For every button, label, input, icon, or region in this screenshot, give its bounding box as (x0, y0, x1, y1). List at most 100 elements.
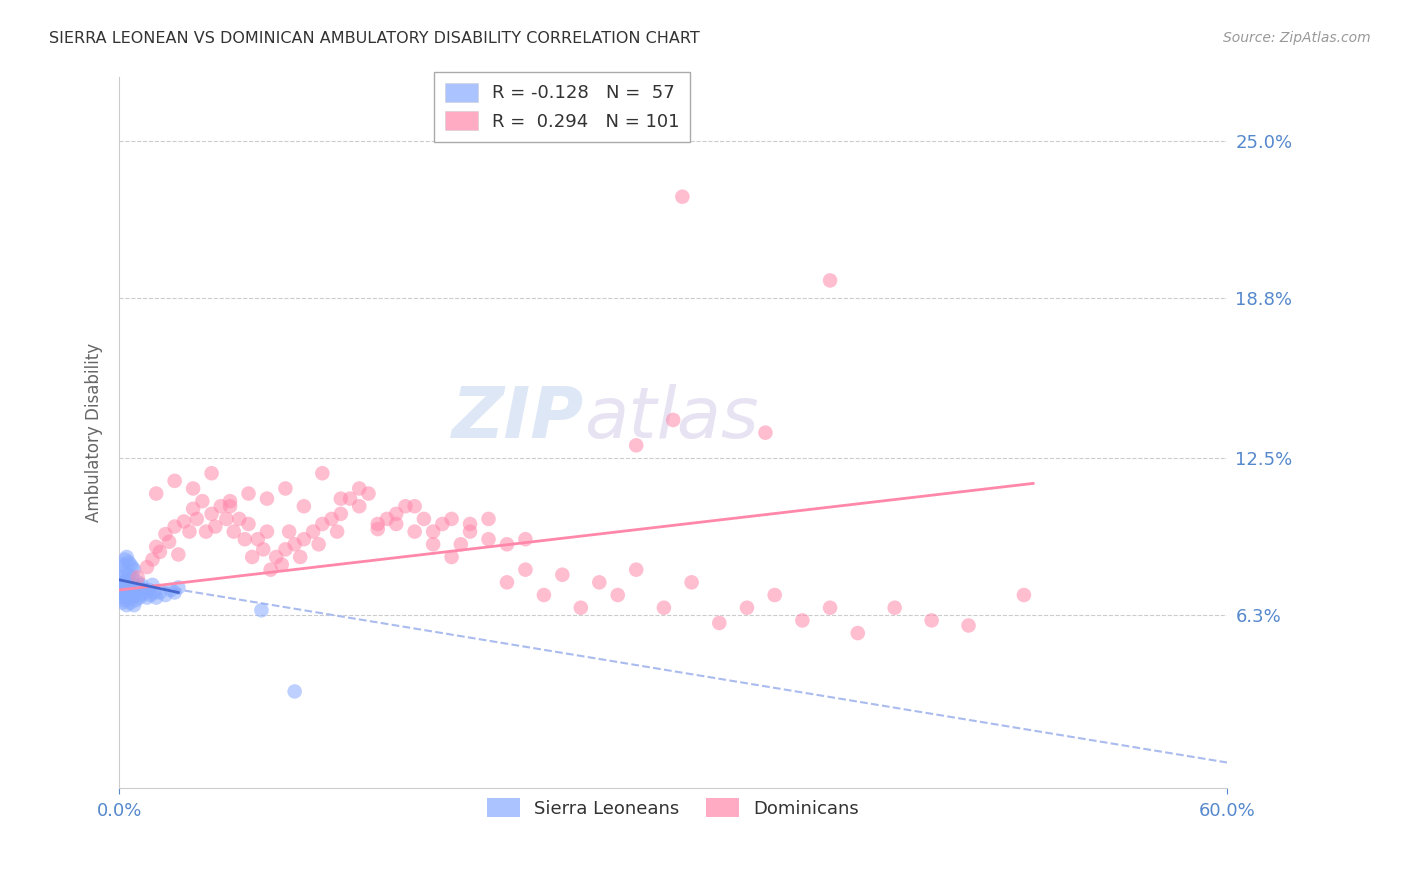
Point (662, 413, 685, 427)
Point (163, 585, 186, 599)
Point (120, 585, 142, 599)
Point (458, 516, 481, 531)
Point (115, 598, 138, 612)
Point (131, 578, 153, 592)
Point (157, 534, 180, 549)
Point (792, 614, 814, 628)
Point (818, 600, 841, 615)
Point (321, 512, 343, 526)
Point (155, 527, 177, 541)
Point (219, 500, 242, 514)
Point (115, 549, 138, 564)
Point (215, 512, 238, 526)
Point (270, 558, 292, 572)
Point (163, 474, 186, 488)
Point (367, 522, 389, 536)
Point (290, 549, 312, 564)
Point (957, 618, 980, 632)
Point (624, 563, 647, 577)
Legend: Sierra Leoneans, Dominicans: Sierra Leoneans, Dominicans (479, 791, 866, 825)
Point (311, 516, 333, 531)
Point (440, 549, 463, 564)
Point (145, 591, 167, 605)
Point (754, 425, 776, 440)
Point (250, 603, 273, 617)
Point (404, 500, 426, 514)
Point (569, 600, 592, 615)
Point (422, 524, 444, 539)
Point (143, 585, 166, 599)
Point (117, 588, 139, 602)
Point (422, 537, 444, 551)
Point (110, 585, 132, 599)
Point (326, 524, 349, 539)
Point (238, 486, 260, 500)
Point (278, 524, 301, 539)
Point (349, 482, 371, 496)
Point (209, 500, 232, 514)
Point (496, 537, 519, 551)
Point (246, 533, 269, 547)
Point (394, 500, 416, 514)
Point (114, 552, 136, 566)
Point (274, 482, 297, 496)
Point (735, 600, 758, 615)
Point (111, 596, 134, 610)
Point (681, 575, 703, 590)
Point (200, 467, 222, 481)
Point (329, 507, 352, 521)
Point (128, 581, 150, 595)
Point (114, 593, 136, 607)
Point (233, 533, 256, 547)
Point (200, 507, 222, 521)
Point (117, 555, 139, 569)
Point (515, 563, 537, 577)
Point (515, 533, 537, 547)
Point (763, 588, 786, 602)
Point (127, 570, 149, 584)
Point (141, 578, 163, 592)
Point (122, 588, 145, 602)
Point (111, 575, 134, 590)
Point (191, 494, 214, 508)
Point (125, 582, 148, 597)
Point (115, 573, 138, 587)
Point (138, 582, 160, 597)
Point (533, 588, 555, 602)
Point (167, 581, 190, 595)
Point (149, 545, 172, 559)
Point (110, 578, 132, 592)
Point (329, 491, 352, 506)
Point (440, 512, 463, 526)
Point (136, 560, 159, 574)
Point (264, 549, 287, 564)
Point (222, 524, 245, 539)
Point (111, 558, 134, 572)
Point (375, 512, 398, 526)
Point (256, 491, 278, 506)
Point (163, 519, 186, 533)
Point (121, 581, 143, 595)
Point (1012, 588, 1035, 602)
Point (125, 593, 148, 607)
Point (412, 512, 434, 526)
Point (127, 575, 149, 590)
Text: Source: ZipAtlas.com: Source: ZipAtlas.com (1223, 31, 1371, 45)
Point (671, 190, 693, 204)
Point (477, 512, 499, 526)
Point (132, 582, 155, 597)
Point (551, 567, 574, 582)
Point (274, 542, 297, 557)
Point (145, 540, 167, 554)
Point (121, 570, 143, 584)
Point (284, 537, 307, 551)
Point (160, 582, 183, 597)
Point (292, 500, 315, 514)
Point (122, 563, 145, 577)
Point (606, 588, 628, 602)
Point (339, 491, 361, 506)
Point (432, 516, 454, 531)
Point (228, 512, 250, 526)
Point (284, 684, 307, 698)
Point (114, 565, 136, 579)
